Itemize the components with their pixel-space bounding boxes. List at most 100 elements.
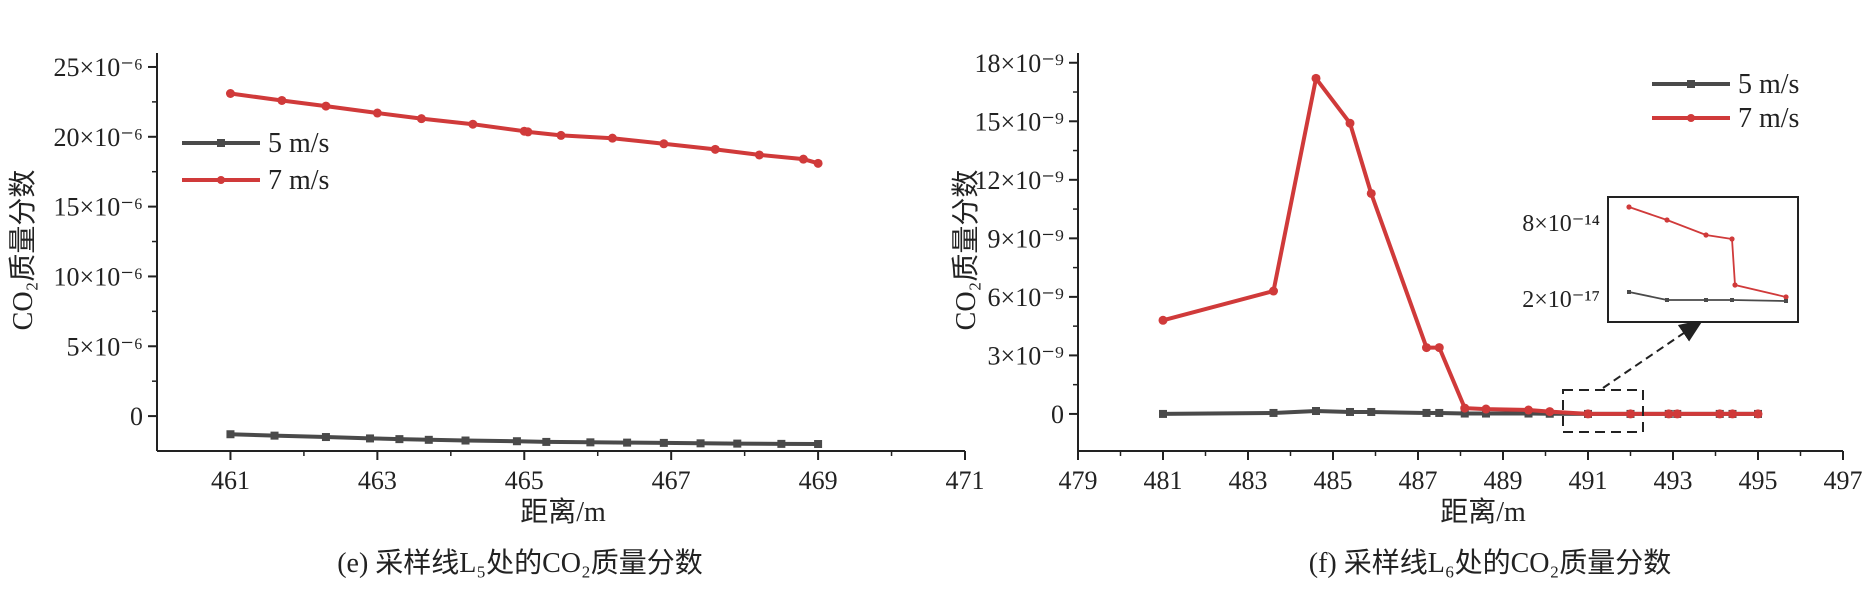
legend-label-7ms: 7 m/s	[268, 165, 329, 196]
y-tick-label: 25×10⁻⁶	[54, 53, 143, 82]
data-point-7ms	[1715, 409, 1725, 419]
data-point-5ms	[814, 440, 823, 449]
data-point-5ms	[733, 439, 742, 448]
data-point-7ms	[1583, 409, 1593, 419]
y-tick-label: 5×10⁻⁶	[67, 332, 143, 361]
legend-label-7ms: 7 m/s	[1738, 103, 1799, 134]
y-tick-label: 20×10⁻⁶	[54, 123, 143, 152]
x-tick-label: 483	[1229, 466, 1268, 495]
y-tick-label: 15×10⁻⁶	[54, 193, 143, 222]
y-tick-label: 18×10⁻⁹	[975, 49, 1064, 78]
y-tick-label: 3×10⁻⁹	[988, 341, 1064, 370]
panel-f-chart: 479 481 483 485 487 489 491 493 495 497 0 3×10⁻⁹ 6×1…	[950, 49, 1863, 579]
inset-point-7ms	[1783, 294, 1789, 300]
data-point-5ms	[512, 437, 521, 446]
x-tick-label: 495	[1739, 466, 1778, 495]
data-point-7ms	[1626, 409, 1635, 419]
data-point-5ms	[1312, 407, 1320, 416]
data-point-7ms	[277, 95, 287, 105]
y-tick-label: 10×10⁻⁶	[54, 262, 143, 291]
zoom-arrow	[1602, 319, 1704, 389]
data-point-7ms	[1434, 343, 1444, 353]
data-point-7ms	[1672, 409, 1682, 419]
data-point-7ms	[372, 108, 382, 118]
data-point-7ms	[225, 88, 235, 98]
inset-point-7ms	[1664, 217, 1670, 223]
y-tick-label: 0	[1051, 400, 1064, 429]
legend-marker-7ms	[217, 176, 225, 184]
panel-e-x-axis-title: 距离/m	[520, 496, 606, 528]
inset-series-7ms	[1628, 206, 1787, 298]
inset-point-7ms	[1732, 282, 1738, 288]
series-line-5ms	[230, 432, 819, 446]
data-point-5ms	[659, 438, 668, 447]
data-point-5ms	[623, 438, 632, 447]
panel-f-ticks: 479 481 483 485 487 489 491 493 495 497 0 3×10⁻⁹ 6×1…	[975, 49, 1863, 495]
x-tick-label: 467	[652, 466, 691, 495]
inset-point-7ms	[1729, 236, 1735, 242]
x-tick-label: 487	[1399, 466, 1438, 495]
inset-point-5ms	[1784, 299, 1788, 303]
data-point-7ms	[1545, 407, 1555, 417]
inset-point-5ms	[1704, 298, 1708, 302]
data-point-5ms	[461, 436, 470, 445]
panel-e-y-axis-title: CO₂质量分数	[7, 170, 39, 331]
data-point-7ms	[1753, 409, 1763, 419]
data-point-7ms	[468, 119, 478, 129]
data-point-7ms	[1524, 405, 1533, 415]
inset-point-7ms	[1703, 232, 1709, 238]
data-point-5ms	[1435, 408, 1444, 417]
data-point-5ms	[1346, 407, 1354, 416]
x-tick-label: 471	[946, 466, 985, 495]
data-point-5ms	[1269, 408, 1278, 417]
data-point-7ms	[321, 101, 331, 111]
data-point-5ms	[1460, 409, 1469, 418]
data-point-5ms	[696, 439, 705, 448]
legend-label-5ms: 5 m/s	[1738, 69, 1799, 100]
data-point-7ms	[1664, 409, 1674, 419]
data-point-7ms	[1422, 343, 1431, 353]
panel-f-y-axis-title: CO₂质量分数	[950, 170, 982, 331]
panel-e-caption: (e) 采样线L₅处的CO₂质量分数	[337, 547, 703, 579]
data-point-7ms	[1345, 118, 1355, 128]
x-tick-label: 481	[1144, 466, 1183, 495]
panel-e-ticks: 461 463 465 467 469 471 0 5×10⁻⁶ 10×10⁻⁶ 15×10⁻⁶ 2…	[54, 53, 985, 495]
panel-e-axes	[156, 53, 965, 452]
panel-f-caption: (f) 采样线L₆处的CO₂质量分数	[1309, 547, 1672, 579]
inset-point-5ms	[1730, 298, 1734, 302]
data-point-7ms	[1311, 73, 1321, 83]
data-point-7ms	[1728, 409, 1737, 419]
legend-label-5ms: 5 m/s	[268, 128, 329, 159]
panel-f-series	[1158, 73, 1763, 419]
data-point-5ms	[226, 430, 235, 439]
data-point-5ms	[270, 431, 279, 440]
data-point-7ms	[607, 133, 617, 143]
zoom-highlight-box	[1562, 389, 1644, 433]
x-tick-label: 465	[505, 466, 544, 495]
data-point-7ms	[1158, 315, 1168, 325]
inset-chart: 8×10⁻¹⁴ 2×10⁻¹⁷	[1522, 196, 1799, 323]
data-point-7ms	[813, 158, 823, 168]
x-tick-label: 493	[1654, 466, 1693, 495]
data-point-5ms	[366, 434, 375, 443]
data-point-5ms	[1367, 407, 1376, 416]
legend-marker-5ms	[1687, 80, 1695, 88]
inset-ytick-label-lower: 2×10⁻¹⁷	[1522, 287, 1600, 313]
x-tick-label: 497	[1824, 466, 1863, 495]
panel-f-x-axis-title: 距离/m	[1440, 496, 1526, 528]
y-tick-label: 0	[130, 402, 143, 431]
data-point-7ms	[798, 154, 808, 164]
inset-frame	[1607, 196, 1799, 323]
legend-marker-5ms	[217, 139, 225, 147]
x-tick-label: 469	[799, 466, 838, 495]
data-point-7ms	[659, 139, 669, 149]
data-point-7ms	[523, 127, 533, 137]
data-point-5ms	[395, 435, 404, 444]
data-point-5ms	[321, 433, 330, 442]
panel-e-series	[225, 88, 823, 449]
series-line-7ms	[1162, 76, 1758, 416]
y-tick-label: 6×10⁻⁹	[988, 283, 1064, 312]
x-tick-label: 489	[1484, 466, 1523, 495]
panel-e-legend: 5 m/s 7 m/s	[182, 128, 329, 196]
x-tick-label: 463	[358, 466, 397, 495]
